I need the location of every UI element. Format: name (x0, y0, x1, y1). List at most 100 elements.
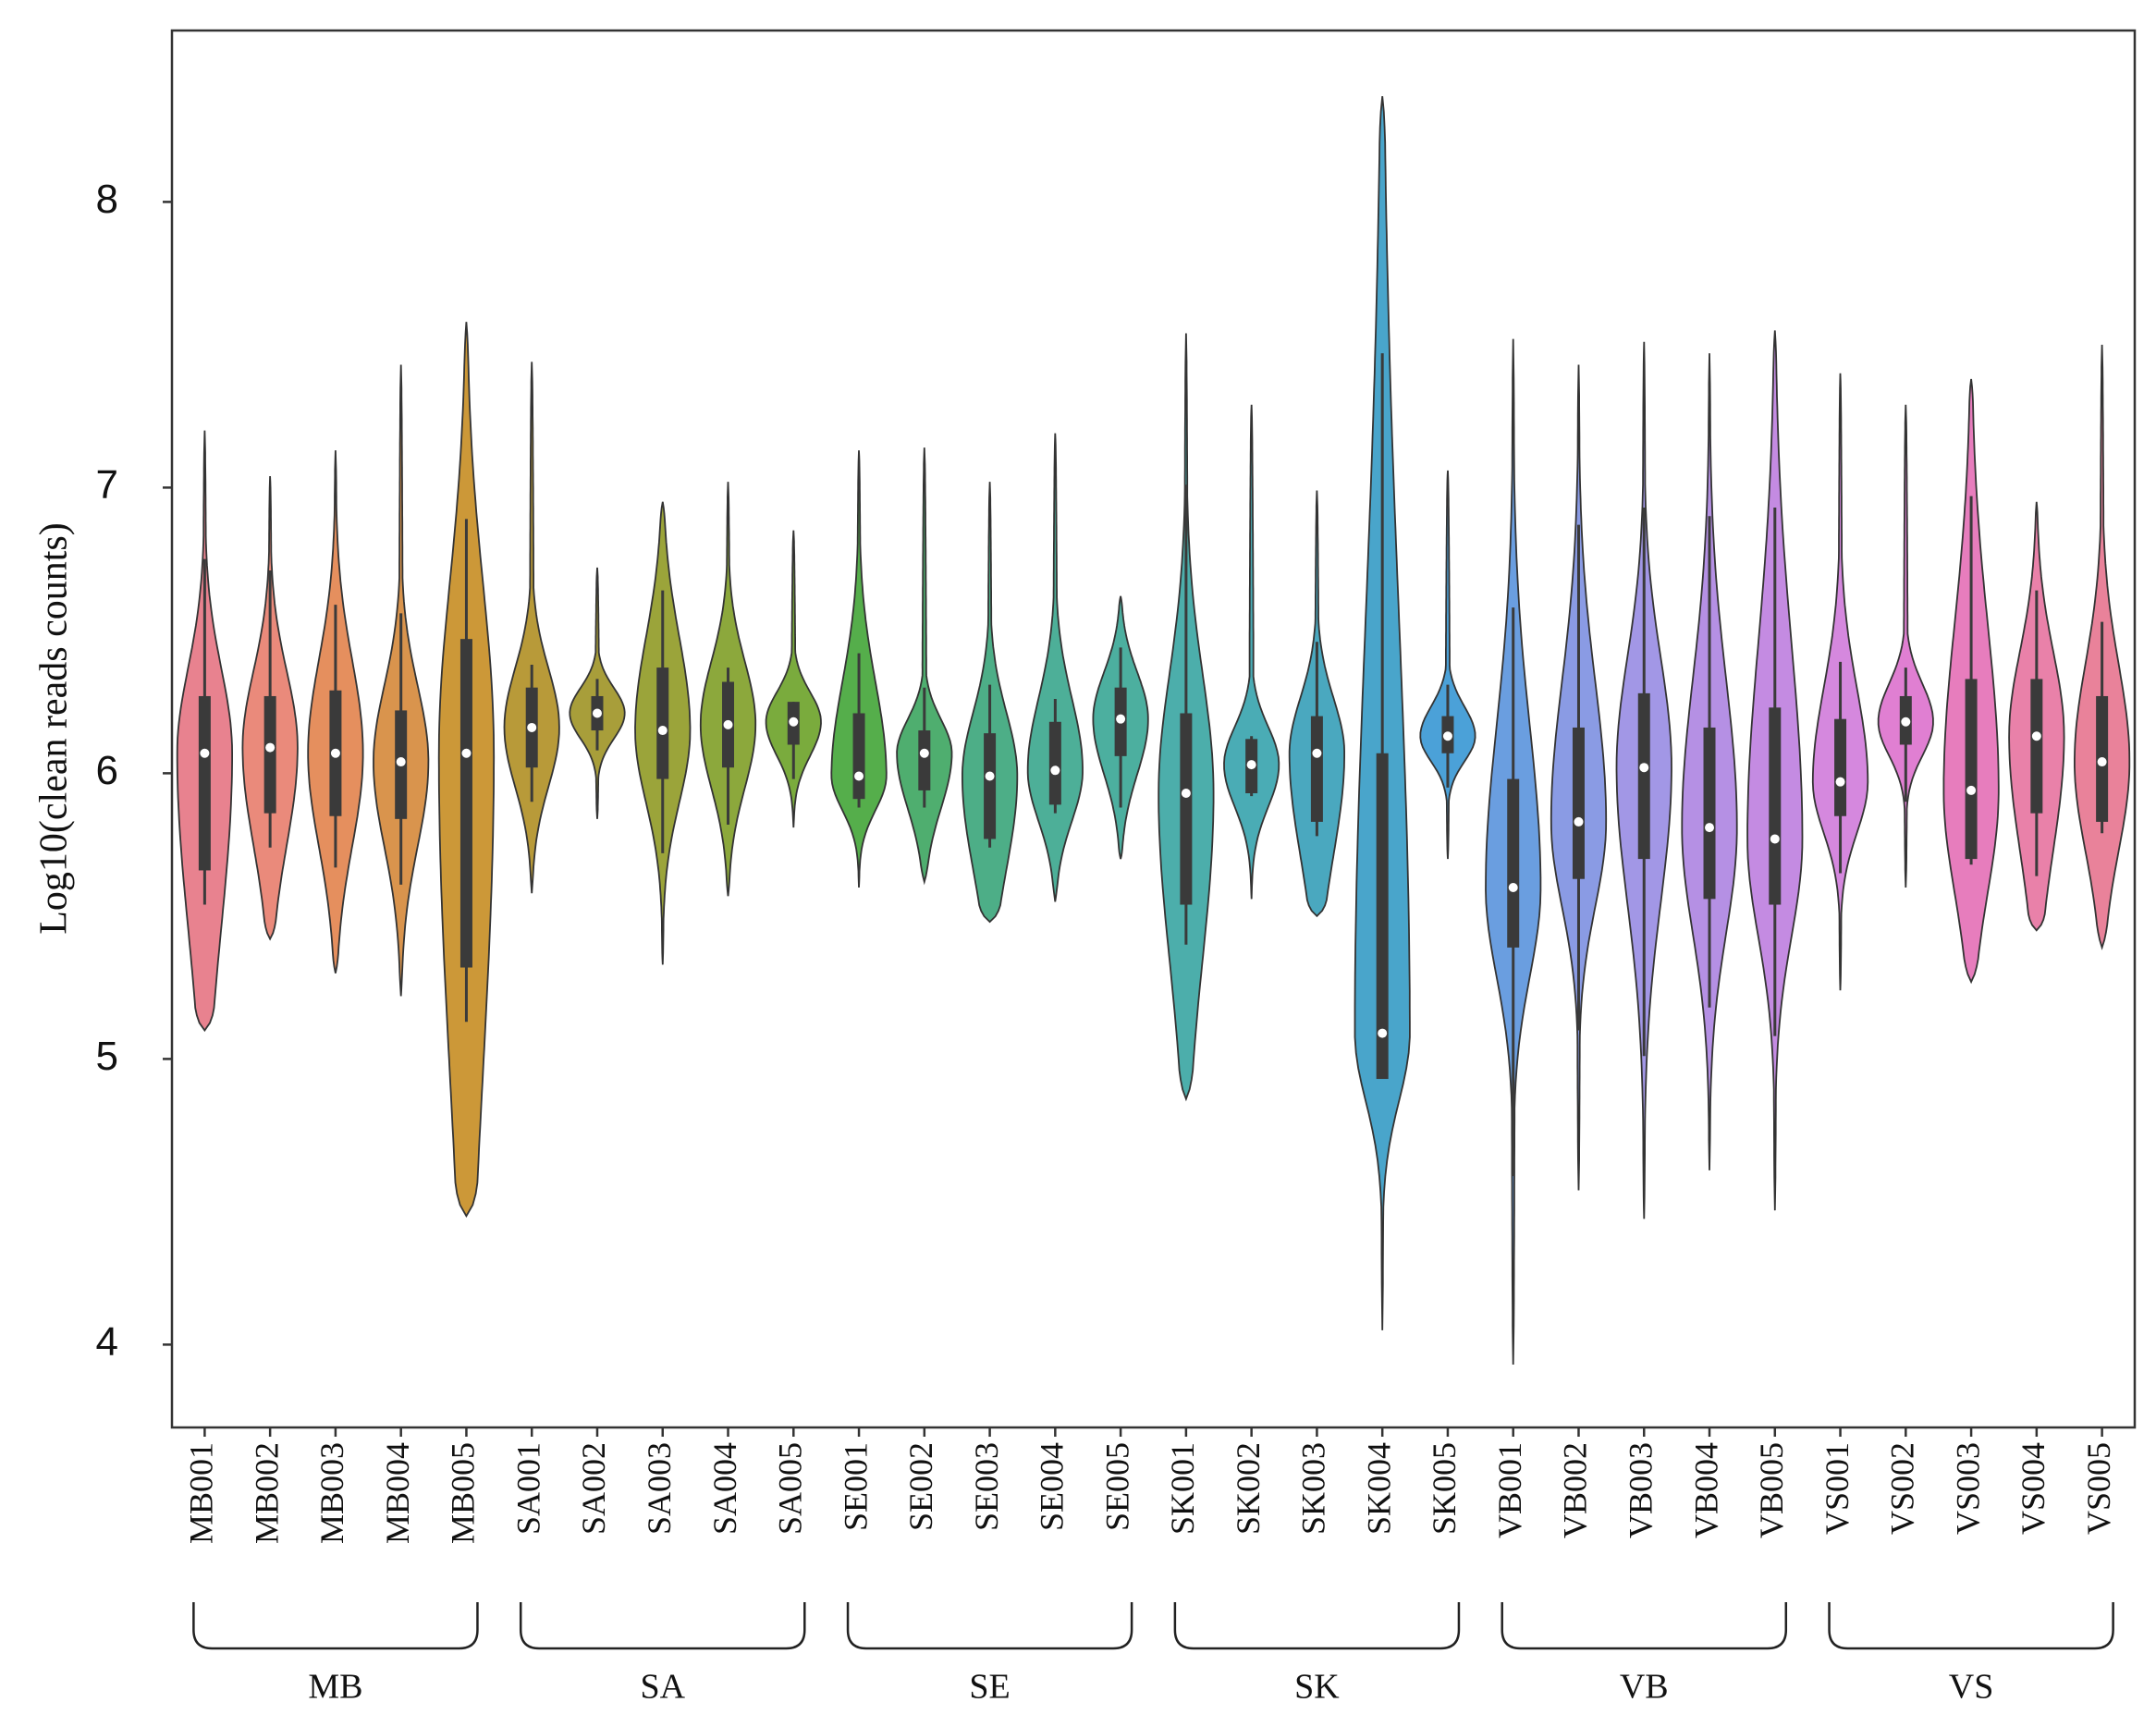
median (1312, 748, 1322, 758)
x-tick-label: VB005 (1753, 1442, 1790, 1538)
box (852, 713, 865, 800)
x-tick-label: VS004 (2015, 1442, 2052, 1535)
median (200, 748, 210, 758)
box (1769, 707, 1782, 905)
group-label: SA (640, 1668, 685, 1707)
x-tick-label: VB004 (1687, 1442, 1724, 1538)
median (854, 771, 864, 781)
x-tick-label: SA004 (706, 1442, 743, 1535)
median (2031, 731, 2041, 741)
x-tick-label: SE001 (837, 1442, 874, 1531)
x-tick-label: SE003 (968, 1442, 1005, 1531)
y-tick-label: 7 (96, 462, 118, 508)
median (396, 757, 406, 767)
violin (1223, 404, 1280, 900)
group-brace (1828, 1602, 2114, 1650)
median (592, 708, 602, 718)
box (1310, 716, 1323, 822)
x-tick-label: VS005 (2080, 1442, 2117, 1535)
x-tick-label: VB002 (1557, 1442, 1594, 1538)
median (2097, 757, 2107, 767)
box (984, 733, 997, 839)
box (459, 639, 472, 968)
y-axis-label: Log10(clean reads counts) (33, 522, 76, 935)
median (330, 748, 340, 758)
x-tick-label: VB001 (1491, 1442, 1528, 1538)
group-brace (1173, 1602, 1461, 1650)
box (1376, 753, 1389, 1080)
box (1507, 778, 1520, 948)
median (985, 771, 995, 781)
x-tick-label: SA002 (575, 1442, 612, 1535)
box (1637, 692, 1650, 860)
group-brace (846, 1602, 1133, 1650)
box (1965, 679, 1978, 860)
x-tick-label: VS002 (1884, 1442, 1921, 1535)
box (1048, 721, 1061, 805)
median (1181, 789, 1191, 799)
x-tick-label: SE005 (1098, 1442, 1135, 1531)
group-label: SE (969, 1668, 1010, 1707)
violin (765, 530, 822, 828)
y-tick-label: 5 (96, 1034, 118, 1079)
x-tick-label: SE002 (902, 1442, 939, 1531)
x-tick-label: SA001 (509, 1442, 546, 1535)
median (657, 726, 668, 736)
median (1770, 834, 1780, 844)
median (527, 722, 537, 732)
violin (1026, 433, 1084, 902)
x-tick-label: MB005 (445, 1442, 482, 1544)
median (1705, 823, 1715, 833)
x-tick-label: SA003 (641, 1442, 678, 1535)
violin (503, 361, 560, 894)
group-label: MB (308, 1668, 362, 1707)
group-brace (192, 1602, 479, 1650)
group-label: VB (1620, 1668, 1669, 1707)
box (1834, 718, 1847, 816)
x-tick-label: SA005 (772, 1442, 809, 1535)
x-tick-label: VS001 (1819, 1442, 1856, 1535)
x-tick-label: VB003 (1623, 1442, 1660, 1538)
x-tick-label: SE004 (1034, 1442, 1071, 1531)
median (1966, 785, 1977, 795)
x-tick-label: MB003 (313, 1442, 350, 1544)
x-tick-label: SK005 (1426, 1442, 1463, 1535)
group-brace (1501, 1602, 1788, 1650)
x-tick-label: MB002 (248, 1442, 285, 1544)
median (1246, 760, 1256, 770)
x-tick-label: SK003 (1295, 1442, 1332, 1535)
group-label: SK (1294, 1668, 1340, 1707)
box (263, 695, 276, 814)
x-tick-label: MB001 (183, 1442, 220, 1544)
median (1050, 766, 1060, 776)
box (1572, 727, 1585, 879)
median (461, 748, 472, 758)
violin (896, 447, 953, 886)
median (265, 742, 276, 753)
box (2030, 679, 2043, 814)
violin (1419, 470, 1476, 860)
x-tick-label: SK001 (1164, 1442, 1201, 1535)
median (1116, 714, 1126, 724)
median (1442, 731, 1452, 741)
median (1901, 717, 1911, 727)
plot-frame (170, 29, 2137, 1429)
group-label: VS (1949, 1668, 1994, 1707)
median (789, 717, 799, 727)
x-tick-label: SK002 (1230, 1442, 1267, 1535)
median (1378, 1028, 1388, 1038)
box (198, 695, 211, 871)
median (1508, 882, 1518, 892)
box (1703, 727, 1716, 900)
y-tick-label: 4 (96, 1319, 118, 1365)
group-brace (519, 1602, 806, 1650)
median (1639, 763, 1649, 773)
median (1574, 816, 1584, 827)
median (1835, 777, 1845, 787)
x-tick-label: SK004 (1360, 1442, 1397, 1535)
x-tick-label: VS003 (1949, 1442, 1986, 1535)
y-tick-label: 6 (96, 748, 118, 793)
box (1180, 713, 1193, 905)
box (918, 730, 931, 790)
